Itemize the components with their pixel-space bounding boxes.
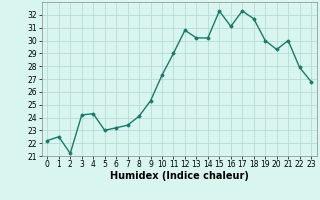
X-axis label: Humidex (Indice chaleur): Humidex (Indice chaleur) (110, 171, 249, 181)
